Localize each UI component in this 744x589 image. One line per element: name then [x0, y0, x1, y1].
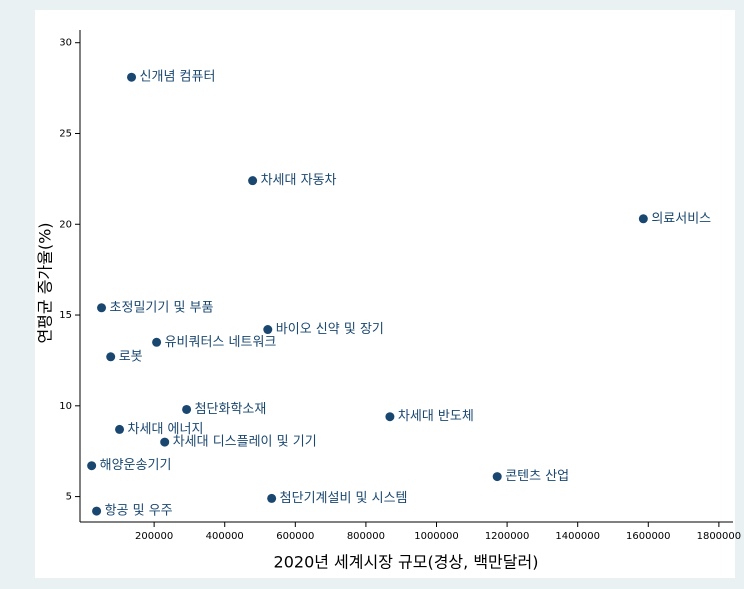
x-tick-label: 1000000	[414, 531, 459, 542]
point	[97, 303, 107, 313]
x-tick-label: 800000	[347, 531, 385, 542]
point-label: 차세대 디스플레이 및 기기	[173, 435, 317, 450]
x-tick-label: 400000	[206, 531, 244, 542]
y-axis-title: 연평균 증가율(%)	[36, 222, 55, 343]
point-label: 로봇	[119, 349, 143, 364]
point-label: 바이오 신약 및 장기	[276, 322, 384, 337]
point	[115, 424, 125, 434]
point-label: 유비쿼터스 네트워크	[165, 335, 277, 350]
point	[152, 337, 162, 347]
y-tick-label: 5	[66, 492, 72, 503]
point-label: 해양운송기기	[100, 458, 172, 473]
x-tick-label: 200000	[135, 531, 173, 542]
x-tick-label: 1600000	[626, 531, 671, 542]
point	[182, 404, 192, 414]
y-tick-label: 15	[59, 310, 72, 321]
x-tick-label: 600000	[276, 531, 314, 542]
point-label: 초정밀기기 및 부품	[110, 300, 214, 315]
y-tick-label: 25	[59, 128, 72, 139]
y-tick-label: 20	[59, 219, 72, 230]
point	[385, 412, 395, 422]
point-label: 의료서비스	[651, 211, 711, 226]
point	[248, 176, 258, 186]
point-label: 차세대 에너지	[128, 422, 204, 437]
point	[638, 214, 648, 224]
plot-background	[35, 10, 735, 578]
point-label: 신개념 컴퓨터	[140, 70, 216, 85]
point	[106, 352, 116, 362]
y-tick-label: 10	[59, 401, 72, 412]
point-label: 항공 및 우주	[105, 504, 173, 519]
point-label: 첨단기계설비 및 시스템	[280, 491, 408, 506]
x-tick-label: 1800000	[697, 531, 742, 542]
point	[160, 437, 170, 447]
x-tick-label: 1400000	[555, 531, 600, 542]
y-tick-label: 30	[59, 38, 72, 49]
point	[92, 506, 102, 516]
point	[127, 72, 137, 82]
x-tick-label: 1200000	[485, 531, 530, 542]
point	[263, 325, 273, 335]
point-label: 차세대 반도체	[398, 409, 474, 424]
point-label: 차세대 자동차	[261, 173, 337, 188]
point	[267, 493, 277, 503]
point	[492, 472, 502, 482]
x-axis-title: 2020년 세계시장 규모(경상, 백만달러)	[274, 553, 539, 572]
point	[87, 461, 97, 471]
point-label: 첨단화학소재	[195, 402, 267, 417]
point-label: 콘텐츠 산업	[505, 469, 569, 484]
